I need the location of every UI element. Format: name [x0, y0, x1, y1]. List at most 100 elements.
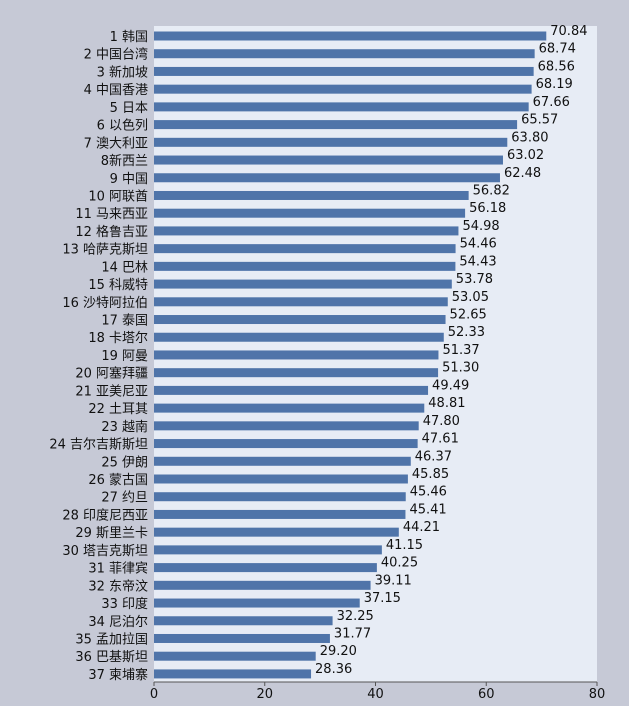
value-label: 65.57 — [521, 113, 558, 128]
bar — [154, 173, 500, 183]
bar — [154, 368, 439, 378]
category-label: 27 约旦 — [101, 491, 148, 506]
value-label: 37.15 — [364, 591, 401, 606]
value-label: 53.78 — [456, 272, 493, 287]
bar — [154, 527, 399, 537]
bar — [154, 190, 469, 200]
value-label: 40.25 — [381, 556, 418, 571]
bar — [154, 84, 532, 94]
bar — [154, 385, 429, 395]
bar — [154, 633, 330, 643]
value-label: 49.49 — [432, 378, 469, 393]
x-tick-label: 0 — [150, 687, 158, 702]
value-label: 53.05 — [452, 290, 489, 305]
category-label: 24 吉尔吉斯斯坦 — [49, 438, 148, 453]
bar — [154, 669, 312, 679]
bar — [154, 492, 406, 502]
bar — [154, 421, 419, 431]
x-tick-label: 40 — [367, 687, 384, 702]
category-label: 13 哈萨克斯坦 — [62, 243, 148, 258]
value-label: 32.25 — [337, 609, 374, 624]
bar — [154, 456, 411, 466]
category-label: 22 土耳其 — [88, 402, 148, 417]
bar — [154, 208, 466, 218]
value-label: 41.15 — [386, 538, 423, 553]
bar — [154, 580, 371, 590]
bar — [154, 651, 316, 661]
category-label: 16 沙特阿拉伯 — [62, 296, 148, 311]
category-label: 15 科威特 — [88, 278, 148, 293]
category-label: 29 斯里兰卡 — [75, 526, 148, 541]
value-label: 52.65 — [450, 308, 487, 323]
value-label: 47.61 — [422, 432, 459, 447]
bar — [154, 509, 406, 519]
value-label: 46.37 — [415, 449, 452, 464]
bar — [154, 137, 508, 147]
value-label: 29.20 — [320, 644, 357, 659]
bar — [154, 279, 452, 289]
value-label: 51.30 — [442, 361, 479, 376]
bar — [154, 31, 547, 41]
value-label: 68.19 — [536, 77, 573, 92]
category-label: 36 巴基斯坦 — [75, 650, 148, 665]
category-label: 34 尼泊尔 — [88, 615, 148, 630]
value-label: 45.85 — [412, 467, 449, 482]
value-label: 45.46 — [410, 485, 447, 500]
bar — [154, 315, 446, 325]
value-label: 54.98 — [462, 219, 499, 234]
value-label: 48.81 — [428, 396, 465, 411]
category-label: 31 菲律宾 — [88, 561, 148, 577]
category-label: 9 中国 — [110, 172, 148, 187]
bar — [154, 439, 418, 449]
category-label: 4 中国香港 — [84, 83, 148, 98]
value-label: 70.84 — [550, 24, 587, 39]
bar — [154, 244, 456, 254]
category-label: 30 塔吉克斯坦 — [62, 544, 148, 559]
bar — [154, 616, 333, 626]
bar — [154, 332, 444, 342]
bar — [154, 49, 535, 59]
bar — [154, 545, 382, 555]
category-label: 8新西兰 — [101, 153, 148, 169]
bar — [154, 563, 377, 573]
value-label: 54.43 — [459, 254, 496, 269]
x-tick-label: 60 — [478, 687, 495, 702]
x-tick-label: 20 — [256, 687, 273, 702]
category-label: 19 阿曼 — [101, 349, 148, 364]
bar — [154, 403, 425, 413]
value-label: 28.36 — [315, 662, 352, 677]
category-label: 23 越南 — [101, 419, 148, 435]
category-label: 12 格鲁吉亚 — [75, 224, 148, 240]
bar — [154, 598, 360, 608]
bar — [154, 261, 456, 271]
category-label: 25 伊朗 — [101, 455, 148, 470]
category-label: 11 马来西亚 — [75, 207, 148, 222]
value-label: 52.33 — [448, 325, 485, 340]
category-label: 18 卡塔尔 — [88, 331, 148, 346]
category-label: 14 巴林 — [101, 260, 148, 275]
bars-layer — [154, 31, 547, 679]
labels-layer: 1 韩国 70.84 2 中国台湾 68.74 3 新加坡 68.56 4 中国香港 68.1… — [49, 24, 587, 683]
bar — [154, 155, 503, 165]
value-label: 68.56 — [538, 59, 575, 74]
category-label: 37 柬埔寨 — [88, 667, 148, 683]
value-label: 31.77 — [334, 626, 371, 641]
category-label: 3 新加坡 — [97, 64, 148, 80]
category-label: 20 阿塞拜疆 — [75, 366, 148, 382]
value-label: 39.11 — [375, 573, 412, 588]
value-label: 63.80 — [511, 130, 548, 145]
bar — [154, 102, 529, 112]
category-label: 10 阿联酋 — [88, 188, 148, 204]
value-label: 47.80 — [423, 414, 460, 429]
category-label: 21 亚美尼亚 — [75, 384, 148, 399]
category-label: 33 印度 — [101, 596, 148, 612]
category-label: 1 韩国 — [110, 30, 148, 45]
bar — [154, 474, 408, 484]
category-label: 28 印度尼西亚 — [62, 507, 148, 523]
category-label: 6 以色列 — [97, 118, 148, 134]
bar — [154, 350, 439, 360]
value-label: 54.46 — [460, 237, 497, 252]
category-label: 26 蒙古国 — [88, 473, 148, 488]
